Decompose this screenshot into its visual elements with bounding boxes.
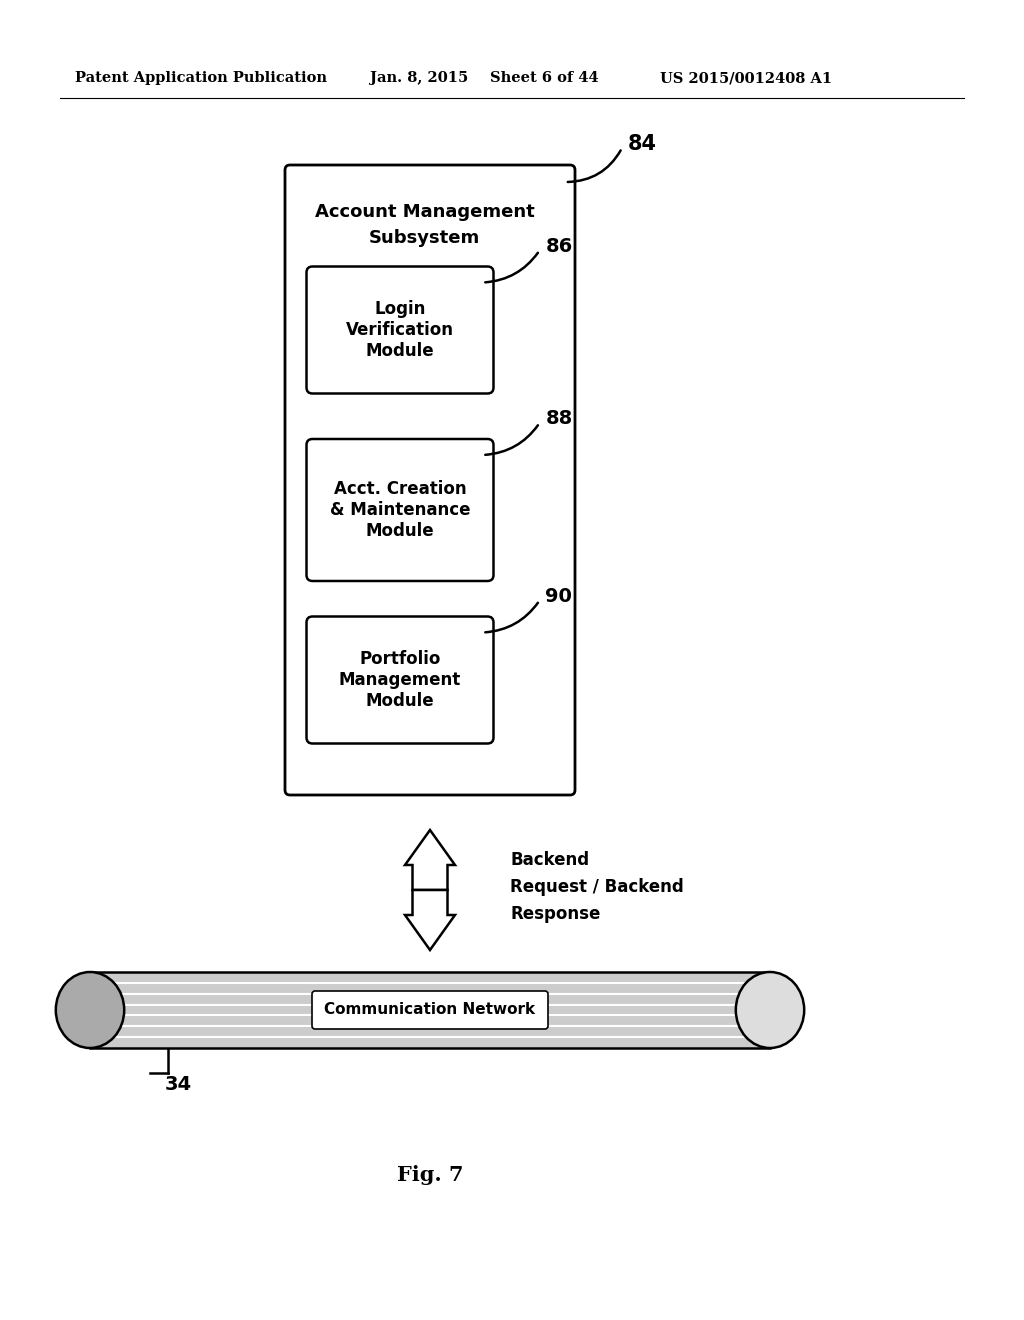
Ellipse shape (736, 972, 804, 1048)
Text: Portfolio
Management
Module: Portfolio Management Module (339, 651, 461, 710)
Text: Response: Response (510, 906, 600, 923)
Text: Backend: Backend (510, 851, 589, 869)
Text: 90: 90 (546, 587, 572, 606)
FancyBboxPatch shape (285, 165, 575, 795)
Text: 88: 88 (546, 409, 572, 429)
FancyBboxPatch shape (306, 267, 494, 393)
Polygon shape (406, 830, 455, 890)
Text: Subsystem: Subsystem (369, 228, 480, 247)
Text: Account Management: Account Management (314, 203, 535, 220)
FancyBboxPatch shape (312, 991, 548, 1030)
Text: Jan. 8, 2015: Jan. 8, 2015 (370, 71, 468, 84)
Text: US 2015/0012408 A1: US 2015/0012408 A1 (660, 71, 833, 84)
FancyBboxPatch shape (306, 440, 494, 581)
Text: 86: 86 (546, 238, 572, 256)
Text: Acct. Creation
& Maintenance
Module: Acct. Creation & Maintenance Module (330, 480, 470, 540)
Ellipse shape (55, 972, 124, 1048)
Text: 84: 84 (628, 135, 657, 154)
Polygon shape (90, 972, 770, 1048)
Text: 34: 34 (165, 1074, 193, 1094)
Text: Login
Verification
Module: Login Verification Module (346, 300, 454, 360)
Text: Sheet 6 of 44: Sheet 6 of 44 (490, 71, 599, 84)
Text: Patent Application Publication: Patent Application Publication (75, 71, 327, 84)
Text: Request / Backend: Request / Backend (510, 878, 684, 896)
Text: Communication Network: Communication Network (325, 1002, 536, 1018)
Polygon shape (406, 890, 455, 950)
FancyBboxPatch shape (306, 616, 494, 743)
Text: Fig. 7: Fig. 7 (396, 1166, 463, 1185)
